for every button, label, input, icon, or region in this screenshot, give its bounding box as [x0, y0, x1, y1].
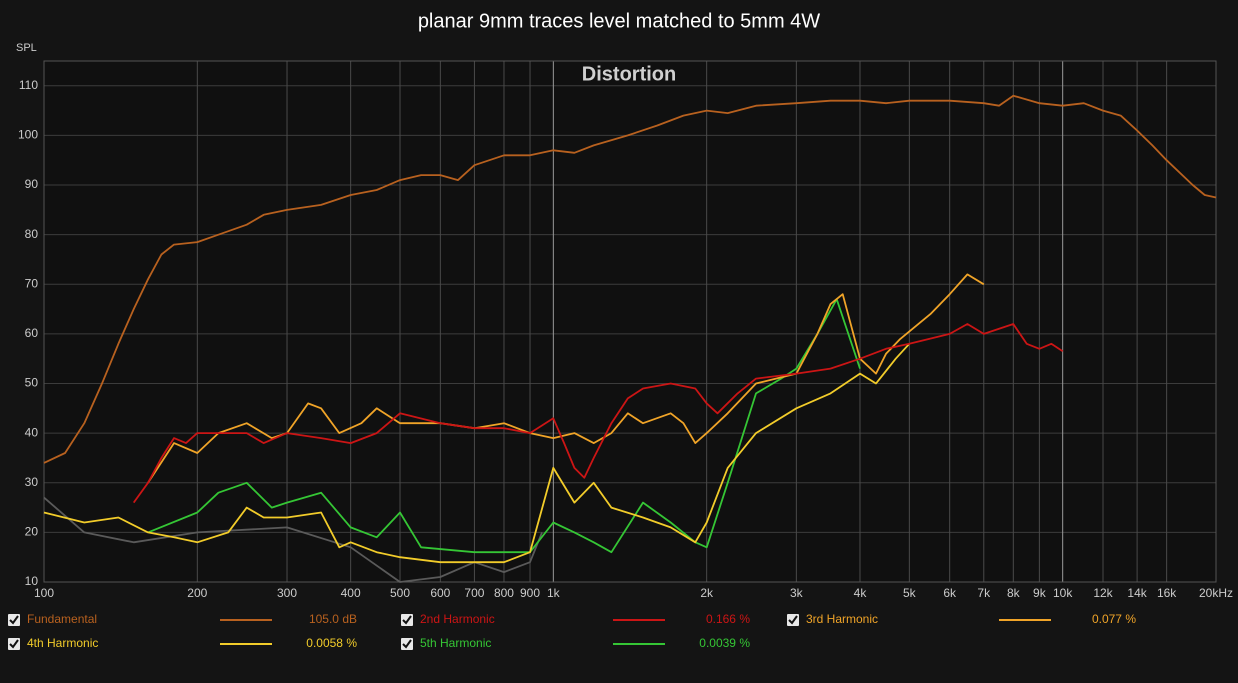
x-tick-label: 6k: [943, 586, 957, 600]
x-tick-label: 16k: [1157, 586, 1177, 600]
legend-value: 0.166 %: [706, 612, 750, 626]
y-axis-label: SPL: [16, 42, 37, 54]
x-tick-label: 12k: [1093, 586, 1113, 600]
x-tick-label: 9k: [1033, 586, 1047, 600]
legend-label: Fundamental: [27, 612, 97, 626]
series-line: [43, 343, 910, 564]
legend-label: 5th Harmonic: [420, 636, 491, 650]
legend-value: 0.0039 %: [699, 636, 750, 650]
x-tick-label: 10k: [1053, 586, 1073, 600]
y-tick-label: 70: [25, 276, 39, 290]
plot-border: [43, 60, 1217, 583]
series-line: [132, 323, 1064, 504]
annotation: Distortion: [582, 63, 676, 85]
x-tick-label: 100: [34, 586, 54, 600]
legend-label: 3rd Harmonic: [806, 612, 878, 626]
legend-checkbox[interactable]: [8, 638, 20, 650]
legend-item: 2nd Harmonic 0.166 %: [401, 612, 750, 626]
checkbox-check: [9, 639, 19, 649]
y-tick-label: 10: [25, 574, 39, 588]
x-tick-label: 20kHz: [1199, 586, 1233, 600]
x-tick-label: 800: [494, 586, 514, 600]
legend-value: 0.0058 %: [306, 636, 357, 650]
y-tick-label: 60: [25, 326, 39, 340]
x-tick-label: 400: [341, 586, 361, 600]
y-tick-label: 90: [25, 177, 39, 191]
y-tick-label: 20: [25, 525, 39, 539]
x-tick-label: 1k: [547, 586, 561, 600]
legend-label: 4th Harmonic: [27, 636, 98, 650]
legend-item: 3rd Harmonic 0.077 %: [787, 612, 1136, 626]
legend-checkbox[interactable]: [401, 638, 413, 650]
checkbox-check: [788, 615, 798, 625]
legend-value: 0.077 %: [1092, 612, 1136, 626]
y-tick-label: 50: [25, 376, 39, 390]
y-tick-label: 100: [18, 128, 38, 142]
x-tick-label: 4k: [854, 586, 868, 600]
legend-item: 5th Harmonic 0.0039 %: [401, 636, 750, 650]
x-tick-label: 14k: [1127, 586, 1147, 600]
x-tick-label: 3k: [790, 586, 804, 600]
series-line: [147, 273, 985, 484]
x-tick-label: 500: [390, 586, 410, 600]
legend-checkbox[interactable]: [8, 614, 20, 626]
series-line: [147, 298, 861, 554]
y-tick-label: 30: [25, 475, 39, 489]
chart-title: planar 9mm traces level matched to 5mm 4…: [418, 10, 820, 32]
y-tick-label: 40: [25, 425, 39, 439]
series-line: [43, 496, 543, 583]
x-tick-label: 300: [277, 586, 297, 600]
y-tick-label: 80: [25, 227, 39, 241]
x-tick-label: 600: [430, 586, 450, 600]
legend-label: 2nd Harmonic: [420, 612, 495, 626]
x-tick-label: 200: [187, 586, 207, 600]
legend-item: 4th Harmonic 0.0058 %: [8, 636, 357, 650]
x-tick-label: 5k: [903, 586, 917, 600]
x-tick-label: 7k: [977, 586, 991, 600]
legend-item: Fundamental 105.0 dB: [8, 612, 357, 626]
legend-checkbox[interactable]: [787, 614, 799, 626]
y-tick-label: 110: [19, 78, 38, 92]
series-line: [43, 94, 1217, 464]
legend-checkbox[interactable]: [401, 614, 413, 626]
x-tick-label: 700: [464, 586, 484, 600]
legend-value: 105.0 dB: [309, 612, 357, 626]
plot-area: [44, 61, 1216, 582]
checkbox-check: [9, 615, 19, 625]
x-tick-label: 8k: [1007, 586, 1021, 600]
checkbox-check: [402, 615, 412, 625]
x-tick-label: 2k: [700, 586, 714, 600]
x-tick-label: 900: [520, 586, 540, 600]
checkbox-check: [402, 639, 412, 649]
